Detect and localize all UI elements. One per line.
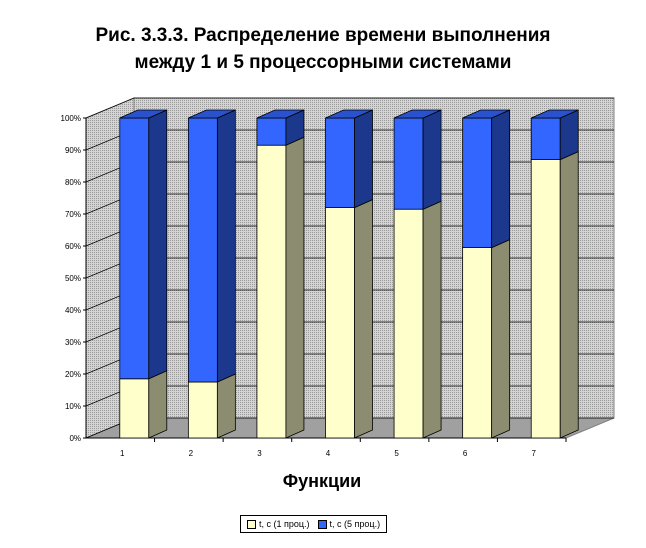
x-tick-label: 6 xyxy=(463,449,468,458)
bar-segment-front xyxy=(393,208,424,439)
bar-segment-side xyxy=(216,373,236,439)
y-tick-label: 10% xyxy=(65,402,81,411)
bar-segment-side xyxy=(422,200,442,439)
bar-segment-side xyxy=(491,109,511,249)
legend-item-series-1: t, c (1 проц.) xyxy=(247,519,310,529)
y-tick-label: 100% xyxy=(61,114,81,123)
bar-top-face xyxy=(531,109,579,119)
y-tick-label: 90% xyxy=(65,146,81,155)
bar-segment-front xyxy=(530,117,561,160)
legend-label-series-2: t, c (5 проц.) xyxy=(329,519,381,529)
bar-segment-side xyxy=(354,198,373,439)
bar-top-face xyxy=(119,109,167,119)
x-tick-label: 1 xyxy=(120,449,125,458)
bar-segment-side xyxy=(559,109,579,161)
y-tick-label: 60% xyxy=(65,242,81,251)
bar-segment-front xyxy=(187,381,218,439)
y-tick-label: 30% xyxy=(65,338,81,347)
bar-segment-side xyxy=(285,136,305,439)
legend-swatch-series-2 xyxy=(317,519,327,529)
bar-top-face xyxy=(462,109,510,119)
bar-segment-front xyxy=(393,117,424,210)
chart-title-line-1: Рис. 3.3.3. Распределение времени выполн… xyxy=(95,25,551,46)
x-tick-label: 7 xyxy=(531,449,536,458)
bar-segment-side xyxy=(354,109,373,209)
y-tick-label: 0% xyxy=(69,434,81,443)
chart-title: Рис. 3.3.3. Распределение времени выполн… xyxy=(0,22,646,76)
bar-segment-side xyxy=(491,238,511,439)
bar-segment-front xyxy=(325,207,355,439)
bar-top-face xyxy=(393,109,442,119)
bar-segment-side xyxy=(422,109,442,210)
legend-swatch-series-1 xyxy=(247,519,256,529)
x-tick-label: 4 xyxy=(326,449,331,458)
bar-segment-front xyxy=(119,117,150,380)
bar-top-face xyxy=(188,109,236,119)
bar-top-face xyxy=(256,109,305,119)
x-tick-label: 2 xyxy=(189,449,194,458)
x-tick-label: 5 xyxy=(394,449,399,458)
legend-item-series-2: t, c (5 проц.) xyxy=(317,519,381,529)
y-tick-label: 80% xyxy=(65,178,81,187)
bar-segment-side xyxy=(148,109,168,380)
y-tick-label: 70% xyxy=(65,210,81,219)
bar-segment-side xyxy=(559,150,579,439)
x-tick-label: 3 xyxy=(257,449,262,458)
legend-label-series-1: t, c (1 проц.) xyxy=(259,519,310,529)
y-tick-label: 40% xyxy=(65,306,81,315)
bar-segment-front xyxy=(462,117,493,249)
gridline xyxy=(85,97,614,119)
bar-segment-front xyxy=(462,247,493,439)
chart-legend: t, c (1 проц.) t, c (5 проц.) xyxy=(240,515,388,533)
bar-segment-side xyxy=(148,370,168,439)
x-axis-title: Функции xyxy=(283,471,361,491)
bar-segment-front xyxy=(187,117,218,383)
bar-segment-front xyxy=(325,117,355,208)
bar-segment-front xyxy=(256,117,287,146)
bar-segment-front xyxy=(256,144,287,439)
bar-top-face xyxy=(325,109,373,119)
y-tick-label: 50% xyxy=(65,274,81,283)
bar-segment-front xyxy=(119,378,150,439)
bar-segment-side xyxy=(216,109,236,383)
y-tick-label: 20% xyxy=(65,370,81,379)
bar-segment-front xyxy=(530,159,561,439)
chart-title-line-2: между 1 и 5 процессорными системами xyxy=(134,52,512,73)
